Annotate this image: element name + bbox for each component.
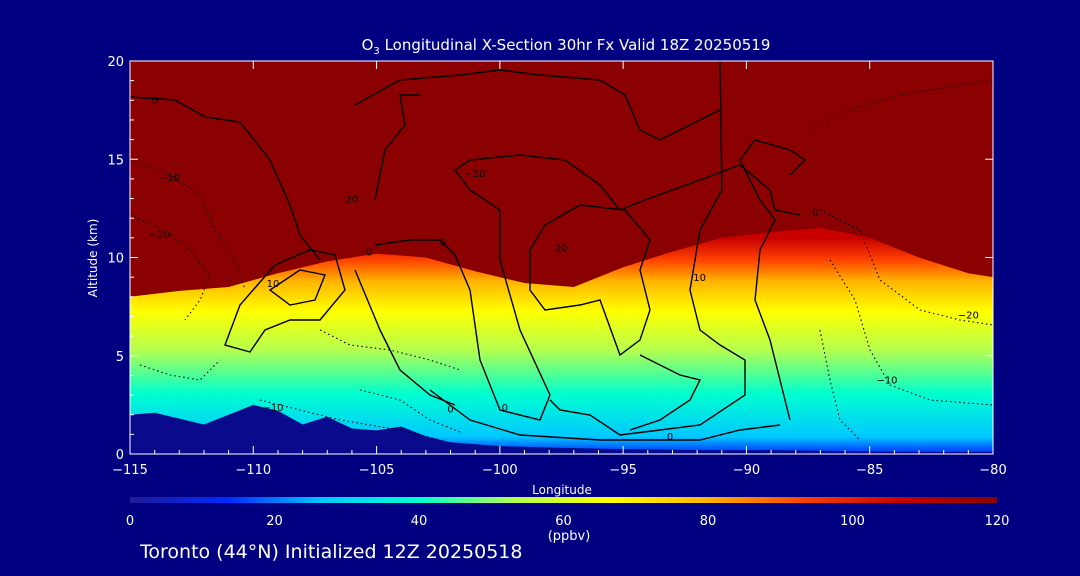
dotted-contour-left-1: [130, 159, 246, 291]
x-tick-label: −95: [609, 463, 636, 478]
contour-label: −10: [876, 375, 897, 386]
contour-lines: [130, 61, 807, 441]
colorbar-tick-label: 100: [840, 514, 865, 529]
dotted-contour-right-2: [819, 209, 993, 326]
x-tick-label: −115: [112, 463, 148, 478]
colorbar-tick-label: 80: [700, 514, 717, 529]
contour-label: −20: [958, 310, 979, 321]
x-tick-label: −105: [359, 463, 395, 478]
contour-0-lower2: [629, 354, 702, 431]
x-tick-label: −85: [856, 463, 883, 478]
colorbar-unit-label: (ppbv): [548, 529, 591, 544]
chart-title: O3 Longitudinal X-Section 30hr Fx Valid …: [362, 36, 771, 57]
contour-0-center: [374, 154, 801, 421]
x-tick-label: −100: [482, 463, 518, 478]
contour-label: 0: [366, 248, 372, 259]
contour-label: 10: [693, 273, 706, 284]
troposphere-ozone-field: [130, 228, 993, 454]
contour-0-lower: [354, 269, 456, 406]
colorbar-tick-label: 20: [266, 514, 283, 529]
contour-label: 20: [346, 195, 359, 206]
colorbar: [130, 497, 997, 503]
contour-label: −10: [262, 403, 283, 414]
y-axis-label: Altitude (km): [86, 219, 100, 298]
colorbar-ticks: 0 20 40 60 80 100 120: [126, 514, 1010, 529]
x-tick-label: −80: [979, 463, 1006, 478]
contour-label: −10: [465, 169, 486, 180]
contour-20-top: [354, 69, 721, 141]
y-tick-label: 15: [107, 153, 124, 168]
plot-area: 0 −10 −20 10 0 20 0 −10 20 10 0 −10 0 0 0 −10 −20: [130, 61, 993, 454]
x-tick-label: −90: [733, 463, 760, 478]
contour-20-center: [374, 94, 420, 201]
contour-label: 0: [502, 403, 508, 414]
dotted-contour-lower-2: [359, 389, 461, 433]
x-tick-label: −110: [235, 463, 271, 478]
contour-label: 0: [667, 432, 673, 443]
contour-label: 0: [447, 405, 453, 416]
contour-0-right: [739, 139, 807, 421]
contour-closed-10b: [224, 249, 346, 353]
footer-caption: Toronto (44°N) Initialized 12Z 20250518: [140, 541, 523, 563]
contour-0-left: [130, 96, 321, 261]
x-axis-label: Longitude: [532, 483, 592, 497]
x-axis: −115 −110 −105 −100 −95 −90 −85 −80: [112, 61, 1007, 478]
chart-title-rest: Longitudinal X-Section 30hr Fx Valid 18Z…: [380, 36, 771, 54]
contour-label: −10: [159, 173, 180, 184]
colorbar-tick-label: 120: [985, 514, 1010, 529]
y-tick-label: 10: [107, 252, 124, 267]
y-axis: 0 5 10 15 20: [107, 55, 993, 463]
contour-label: 0: [440, 238, 446, 249]
contour-label: 0: [152, 96, 158, 107]
dotted-contour-left-2: [130, 214, 211, 321]
contour-label: 10: [267, 279, 280, 290]
y-tick-label: 5: [116, 350, 124, 365]
contour-10-right: [549, 61, 746, 436]
contour-label: −20: [149, 230, 170, 241]
colorbar-tick-label: 0: [126, 514, 134, 529]
contour-20-inner: [529, 204, 651, 357]
chart-title-prefix: O: [362, 36, 374, 54]
terrain: [130, 404, 993, 454]
contour-closed-10: [268, 269, 326, 306]
colorbar-tick-label: 60: [555, 514, 572, 529]
contour-labels: 0 −10 −20 10 0 20 0 −10 20 10 0 −10 0 0 0 −10 −20: [149, 96, 979, 443]
y-tick-label: 20: [107, 55, 124, 70]
contour-label: 0: [812, 208, 818, 219]
contour-10-lowerloop: [429, 389, 781, 441]
contour-label: 20: [555, 244, 568, 255]
colorbar-tick-label: 40: [411, 514, 428, 529]
dotted-contour-lower-1: [259, 399, 441, 441]
dotted-contour-lines: [130, 79, 993, 441]
chart-title-subscript: 3: [373, 46, 379, 57]
y-tick-label: 0: [116, 448, 124, 463]
